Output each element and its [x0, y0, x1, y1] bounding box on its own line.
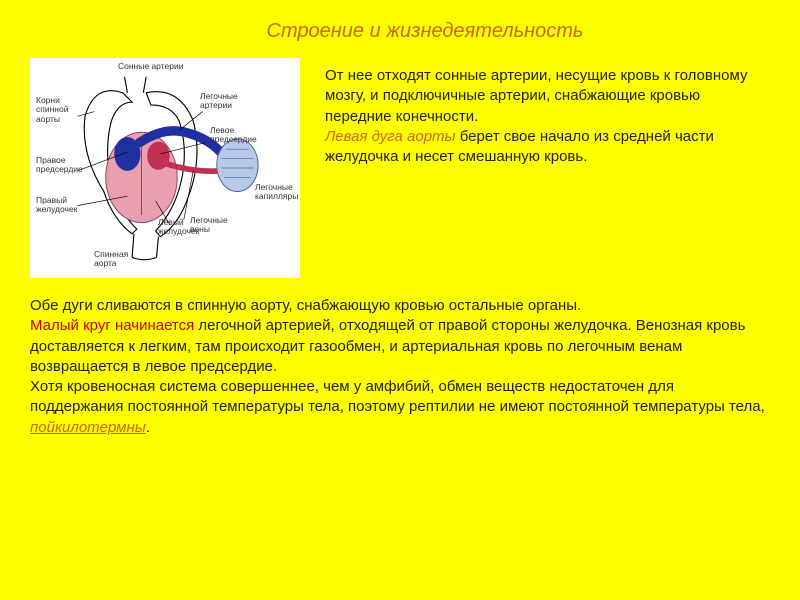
aorta-arc-highlight: Левая дуга аорты	[325, 128, 460, 145]
small-circle-highlight: Малый круг начинается	[30, 317, 198, 334]
page-title: Строение и жизнедеятельность	[80, 20, 770, 43]
bottom-l1: Обе дуги сливаются в спинную аорту, снаб…	[30, 297, 581, 314]
label-levoe-preds: Левоепредсердие	[210, 126, 257, 145]
label-legochnye-art: Легочныеартерии	[200, 92, 238, 111]
bottom-l5: .	[146, 419, 150, 436]
bottom-l3: Хотя кровеносная система совершеннее, че…	[30, 378, 765, 415]
label-legochnye-kap: Легочныекапилляры	[255, 183, 298, 202]
label-pravoe-preds: Правоепредсердие	[36, 156, 83, 175]
right-paragraph: От нее отходят сонные артерии, несущие к…	[325, 58, 770, 278]
heart-diagram: Сонные артерии Корниспиннойаорты Легочны…	[30, 58, 300, 278]
bottom-paragraph: Обе дуги сливаются в спинную аорту, снаб…	[30, 296, 770, 438]
label-sonnye: Сонные артерии	[118, 62, 183, 71]
top-section: Сонные артерии Корниспиннойаорты Легочны…	[30, 58, 770, 278]
right-p1: От нее отходят сонные артерии, несущие к…	[325, 67, 747, 125]
label-legochnye-veny: Легочныевены	[190, 216, 228, 235]
label-korni: Корниспиннойаорты	[36, 96, 68, 124]
label-pravyi-zhel: Правыйжелудочек	[36, 196, 77, 215]
label-spinnaya: Спиннаяаорта	[94, 250, 128, 269]
poikilo-highlight: пойкилотермны	[30, 419, 146, 436]
